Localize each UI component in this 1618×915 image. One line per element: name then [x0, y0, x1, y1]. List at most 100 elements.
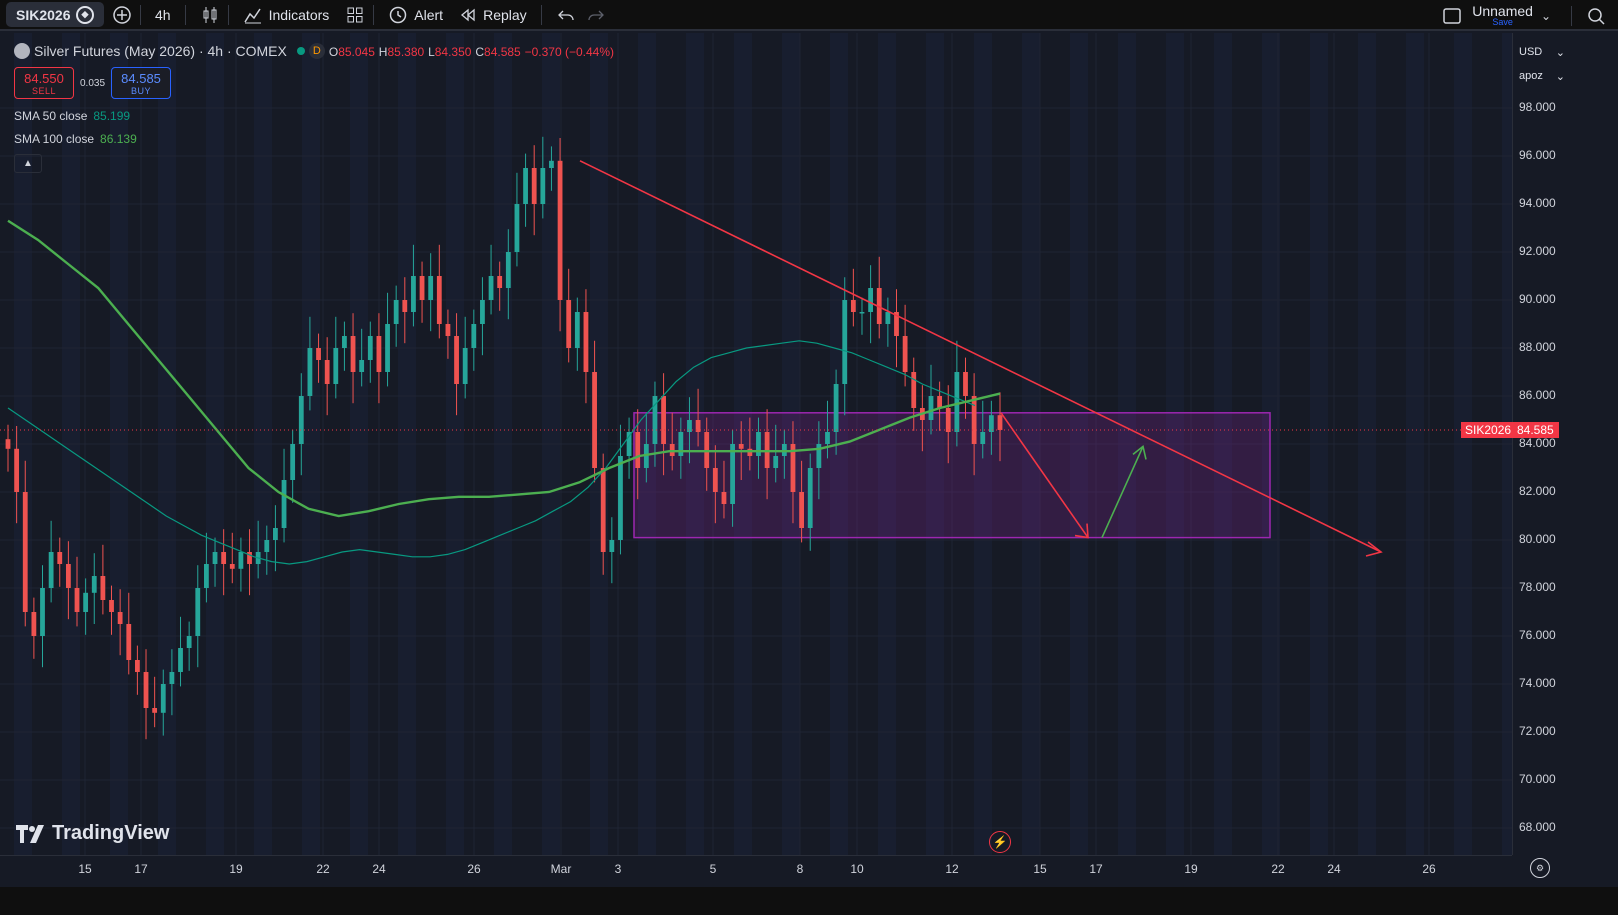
candle-body [678, 432, 684, 456]
candle-body [600, 468, 606, 552]
candle-body [350, 336, 356, 372]
add-symbol-icon[interactable] [110, 3, 134, 27]
lightning-icon[interactable]: ⚡ [989, 831, 1011, 853]
candle-body [868, 288, 874, 312]
time-tick-label: 3 [614, 862, 622, 876]
interval-label: 4h [155, 6, 171, 23]
candle-body [100, 576, 106, 600]
sma100-value: 86.139 [100, 132, 137, 146]
compare-badge-icon[interactable]: ◆ [76, 5, 94, 24]
replay-button[interactable]: Replay [451, 2, 535, 27]
candle-body [773, 456, 779, 468]
alert-label: Alert [414, 6, 444, 23]
brand-name: TradingView [52, 822, 170, 844]
indicators-icon [243, 8, 261, 23]
candle-body [756, 432, 761, 456]
sma50-line [7, 340, 976, 565]
symbol-title[interactable]: Silver Futures (May 2026) · 4h · COMEX [34, 43, 287, 59]
candle-body [738, 444, 744, 449]
buy-button[interactable]: 84.585 BUY [111, 67, 172, 99]
projection-down-arrowhead [1074, 523, 1089, 539]
price-axis[interactable]: USD ⌄ apoz ⌄ 98.000 96.000 94.000 92.000 90.00… [1512, 33, 1618, 855]
candle-body [712, 468, 718, 492]
candle-body [695, 420, 701, 432]
candle-body [937, 396, 943, 408]
price-tick-label: 98.000 [1519, 100, 1556, 114]
time-tick-label: 17 [134, 862, 148, 876]
sma100-legend[interactable]: SMA 100 close 86.139 [14, 132, 137, 146]
fullscreen-icon[interactable] [1440, 4, 1464, 28]
price-chart[interactable] [0, 33, 1512, 855]
candle-body [40, 588, 45, 636]
candle-body [290, 444, 296, 480]
sell-label: SELL [31, 85, 57, 96]
candle-body [376, 336, 382, 372]
candle-body [333, 348, 339, 384]
projection-down-arrow [1000, 412, 1089, 539]
time-tick-label: 19 [1184, 862, 1198, 876]
candle-style-icon[interactable] [198, 3, 222, 27]
symbol-search-button[interactable]: SIK2026 ◆ [6, 2, 104, 27]
candle-body [48, 552, 54, 588]
price-tick-label: 82.000 [1519, 484, 1556, 498]
indicators-button[interactable]: Indicators [235, 2, 338, 27]
time-axis[interactable]: 15 17 19 22 24 26 Mar 3 5 8 10 12 15 17 19 22 24 26 [0, 855, 1512, 887]
candle-body [281, 480, 287, 528]
scale-mode-selector[interactable]: apoz ⌄ [1517, 65, 1567, 87]
interval-button[interactable]: 4h [147, 2, 179, 27]
candle-body [152, 708, 158, 713]
tradingview-logo[interactable]: TradingView [16, 822, 169, 845]
low-value: 84.350 [434, 45, 472, 59]
price-tick-label: 74.000 [1519, 676, 1556, 690]
candle-body [307, 348, 313, 396]
toolbar-divider [184, 4, 186, 25]
candle-body [557, 160, 563, 300]
axis-settings-icon[interactable]: ⚙ [1530, 858, 1550, 878]
chevron-up-icon: ▲ [23, 158, 33, 169]
price-tick-label: 84.000 [1519, 436, 1556, 450]
candle-body [928, 396, 934, 420]
spread-value: 0.035 [80, 77, 106, 89]
candle-body [825, 432, 830, 444]
bottom-panel-strip [0, 887, 1618, 915]
alert-clock-icon [390, 6, 407, 23]
legend-collapse-button[interactable]: ▲ [14, 154, 42, 173]
layout-dropdown-chevron-icon[interactable]: ⌄ [1540, 8, 1551, 23]
toolbar-divider [1571, 5, 1572, 26]
redo-icon[interactable] [584, 3, 608, 27]
chart-pane[interactable] [0, 33, 1512, 855]
layout-name-button[interactable]: Unnamed Save [1472, 4, 1533, 27]
candle-body [445, 324, 451, 336]
time-tick-label: Mar [550, 862, 572, 876]
high-label: H [378, 45, 388, 59]
templates-grid-icon[interactable] [343, 3, 367, 27]
candle-body [807, 468, 813, 528]
undo-icon[interactable] [554, 3, 578, 27]
sell-button[interactable]: 84.550 SELL [14, 67, 74, 99]
candle-body [14, 448, 20, 492]
time-tick-label: 22 [316, 862, 330, 876]
candle-body [342, 336, 347, 348]
market-open-dot-icon [296, 47, 305, 55]
currency-selector[interactable]: USD ⌄ [1517, 41, 1567, 63]
candle-body [83, 592, 89, 612]
toolbar-divider [373, 4, 375, 25]
candle-body [74, 588, 80, 612]
time-tick-label: 5 [709, 862, 717, 876]
last-price-tag: 84.585 [1513, 421, 1559, 438]
sma100-label: SMA 100 close [14, 132, 95, 146]
candle-body [134, 660, 140, 672]
buy-price: 84.585 [121, 70, 161, 86]
candle-body [626, 432, 632, 456]
time-tick-label: 19 [229, 862, 243, 876]
close-label: C [475, 45, 485, 59]
quick-search-icon[interactable] [1584, 4, 1608, 28]
candle-body [204, 564, 209, 588]
candle-body [109, 600, 114, 612]
alert-button[interactable]: Alert [380, 2, 451, 27]
toolbar-divider [140, 4, 141, 25]
sma50-legend[interactable]: SMA 50 close 85.199 [14, 109, 130, 123]
time-tick-label: 17 [1089, 862, 1103, 876]
price-tick-label: 92.000 [1519, 244, 1556, 258]
price-tick-label: 80.000 [1519, 532, 1556, 546]
